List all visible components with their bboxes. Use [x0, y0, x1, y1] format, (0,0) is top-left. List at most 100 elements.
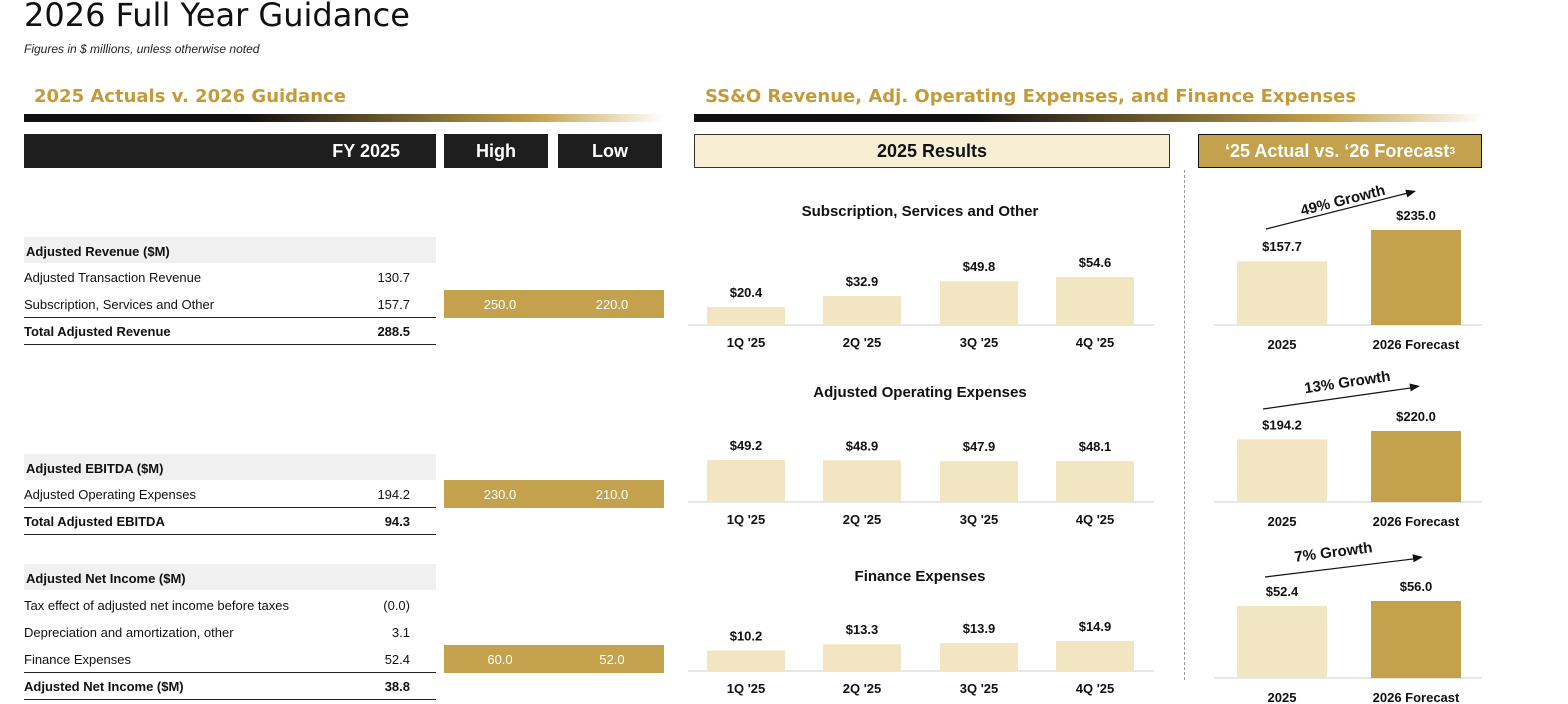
- table-row-value: 130.7: [377, 270, 410, 285]
- bar: [1237, 605, 1327, 678]
- data-label: $54.6: [1079, 255, 1112, 270]
- tick-label: 2025: [1268, 514, 1297, 529]
- tick-label: 2Q '25: [843, 681, 882, 696]
- bar: [1056, 277, 1134, 325]
- table-divider: [24, 344, 436, 345]
- high-header: High: [444, 134, 548, 168]
- data-label: $32.9: [846, 274, 879, 289]
- data-label: $49.8: [963, 259, 996, 274]
- guidance-high: 230.0: [483, 487, 517, 502]
- bar: [940, 281, 1018, 325]
- table-row-label: Total Adjusted EBITDA: [24, 514, 165, 529]
- table-row-label: Tax effect of adjusted net income before…: [24, 598, 289, 613]
- table-section-header: Adjusted EBITDA ($M): [24, 454, 436, 480]
- tick-label: 4Q '25: [1076, 512, 1115, 527]
- table-section-header: Adjusted Revenue ($M): [24, 237, 436, 263]
- bar: [1237, 439, 1327, 502]
- data-label: $157.7: [1262, 239, 1302, 254]
- table-divider: [24, 534, 436, 535]
- data-label: $48.9: [846, 438, 879, 453]
- table-row-label: Total Adjusted Revenue: [24, 324, 171, 339]
- guidance-low: 52.0: [599, 652, 625, 667]
- table-divider: [24, 507, 436, 508]
- bar: [1371, 601, 1461, 678]
- data-label: $47.9: [963, 439, 996, 454]
- table-divider: [24, 317, 436, 318]
- tick-label: 4Q '25: [1076, 335, 1115, 350]
- bar: [1237, 261, 1327, 325]
- table-row-value: 194.2: [377, 487, 410, 502]
- tick-label: 3Q '25: [960, 681, 999, 696]
- tick-label: 1Q '25: [727, 681, 766, 696]
- bar: [940, 461, 1018, 502]
- bar: [940, 643, 1018, 671]
- table-row-label: Finance Expenses: [24, 652, 131, 667]
- bar: [1371, 431, 1461, 502]
- growth-arrow: [1265, 191, 1411, 230]
- left-section-title: 2025 Actuals v. 2026 Guidance: [34, 86, 346, 107]
- bar: [707, 460, 785, 502]
- data-label: $194.2: [1262, 417, 1302, 432]
- table-row-value: 3.1: [391, 625, 410, 640]
- tick-label: 2026 Forecast: [1373, 514, 1460, 529]
- guidance-band: 230.0 210.0: [444, 480, 664, 508]
- data-label: $20.4: [730, 285, 763, 300]
- tick-label: 3Q '25: [960, 512, 999, 527]
- guidance-band: 250.0 220.0: [444, 290, 664, 318]
- table-row-label: Depreciation and amortization, other: [24, 625, 234, 640]
- data-label: $52.4: [1266, 584, 1299, 599]
- forecast-header-text: ‘25 Actual vs. ‘26 Forecast: [1224, 140, 1450, 161]
- data-label: $56.0: [1400, 579, 1433, 594]
- tick-label: 4Q '25: [1076, 681, 1115, 696]
- data-label: $235.0: [1396, 208, 1436, 223]
- bar: [823, 296, 901, 325]
- chart-divider: [1184, 170, 1185, 680]
- tick-label: 2025: [1268, 337, 1297, 352]
- results-header: 2025 Results: [694, 134, 1170, 168]
- arrowhead-icon: [1412, 554, 1423, 563]
- data-label: $14.9: [1079, 619, 1112, 634]
- guidance-high: 250.0: [483, 297, 517, 312]
- table-row-label: Adjusted Operating Expenses: [24, 487, 196, 502]
- table-row-value: 288.5: [377, 324, 410, 339]
- table-row-label: Adjusted Net Income ($M): [24, 679, 184, 694]
- left-section-divider: [24, 114, 664, 122]
- data-label: $48.1: [1079, 439, 1112, 454]
- bar: [707, 307, 785, 325]
- footnote-marker: 3: [1449, 145, 1455, 157]
- table-row-value: 157.7: [377, 297, 410, 312]
- fy2025-header: FY 2025: [24, 134, 436, 168]
- data-label: $220.0: [1396, 409, 1436, 424]
- chart-title: Subscription, Services and Other: [802, 203, 1039, 220]
- tick-label: 2026 Forecast: [1373, 337, 1460, 352]
- data-label: $49.2: [730, 438, 763, 453]
- right-section-divider: [694, 114, 1484, 122]
- table-row-label: Adjusted Transaction Revenue: [24, 270, 202, 285]
- tick-label: 2026 Forecast: [1373, 690, 1460, 704]
- bar: [707, 650, 785, 671]
- page-title: 2026 Full Year Guidance: [24, 0, 410, 34]
- data-label: $13.3: [846, 622, 879, 637]
- growth-arrow: [1264, 557, 1418, 578]
- growth-annotation: 7% Growth: [1294, 539, 1374, 566]
- tick-label: 2Q '25: [843, 512, 882, 527]
- tick-label: 1Q '25: [727, 335, 766, 350]
- growth-annotation: 49% Growth: [1299, 182, 1387, 220]
- table-row-value: 38.8: [384, 679, 410, 694]
- data-label: $13.9: [963, 621, 996, 636]
- bar: [1371, 230, 1461, 325]
- table-row-value: (0.0): [383, 598, 410, 613]
- tick-label: 2025: [1268, 690, 1297, 704]
- tick-label: 2Q '25: [843, 335, 882, 350]
- guidance-high: 60.0: [487, 652, 513, 667]
- bar: [1056, 641, 1134, 671]
- low-header: Low: [558, 134, 662, 168]
- growth-arrow: [1262, 386, 1415, 410]
- chart-title: Adjusted Operating Expenses: [813, 384, 1026, 401]
- bar: [823, 460, 901, 502]
- table-divider: [24, 672, 436, 673]
- table-row-value: 94.3: [384, 514, 410, 529]
- table-divider: [24, 699, 436, 700]
- forecast-header: ‘25 Actual vs. ‘26 Forecast 3: [1198, 134, 1482, 168]
